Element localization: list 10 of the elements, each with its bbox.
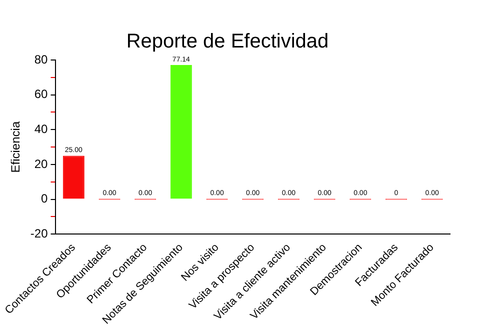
y-tick-label: 80 <box>34 52 48 66</box>
y-axis-title: Eficiencia <box>8 121 23 173</box>
bar <box>170 64 192 199</box>
y-tick-label: 40 <box>34 122 48 136</box>
chart-title: Reporte de Efectividad <box>126 30 329 53</box>
bar <box>62 156 84 199</box>
y-tick-label: 0 <box>41 192 48 206</box>
y-tick-label: -20 <box>30 226 48 240</box>
y-tick-label: 60 <box>34 87 48 102</box>
y-tick-label: 20 <box>34 156 48 171</box>
